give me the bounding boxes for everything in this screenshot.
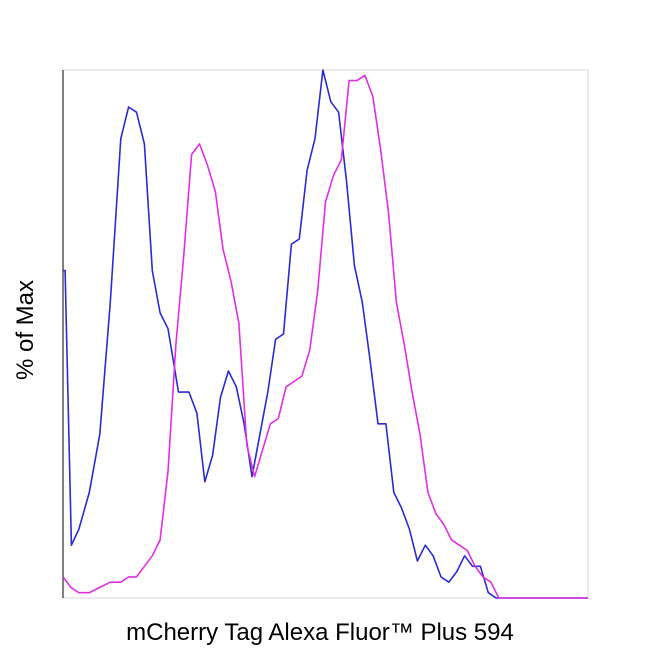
y-axis-label: % of Max <box>12 280 39 380</box>
series-line-2 <box>62 74 588 599</box>
series-layer <box>62 69 588 599</box>
series-line-1 <box>63 69 588 599</box>
x-axis-label: mCherry Tag Alexa Fluor™ Plus 594 <box>126 619 514 646</box>
plot-frame <box>62 69 589 599</box>
